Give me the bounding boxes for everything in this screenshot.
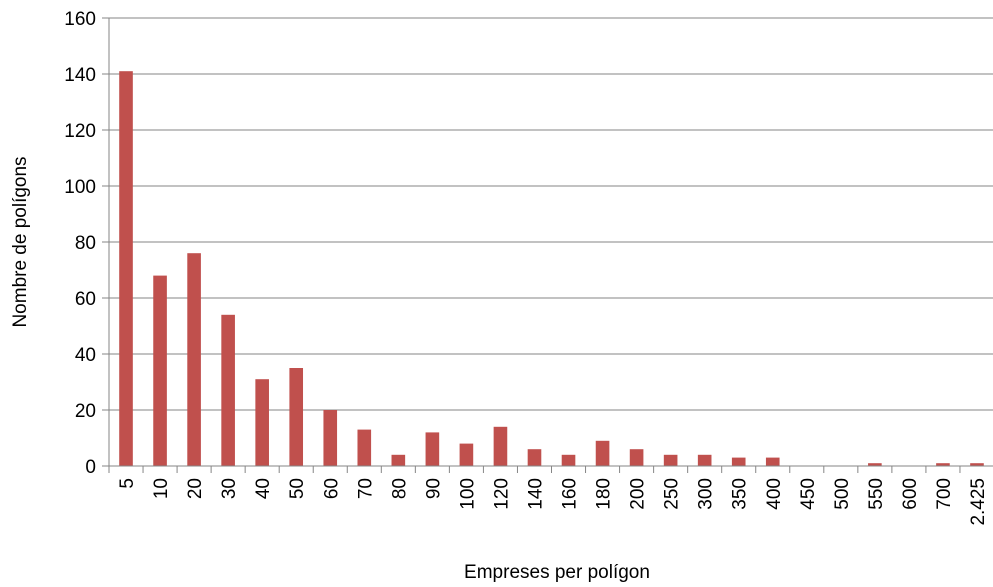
bars <box>119 71 984 466</box>
bar <box>289 368 304 466</box>
x-tick-label: 20 <box>185 478 206 499</box>
x-tick-label: 50 <box>287 478 308 499</box>
bar <box>527 449 542 466</box>
x-tick-label: 600 <box>900 478 921 510</box>
x-tick-label: 70 <box>355 478 376 499</box>
y-tick-label: 0 <box>85 457 96 478</box>
y-tick-label: 20 <box>75 401 96 422</box>
x-tick-label: 80 <box>389 478 410 499</box>
bar <box>561 454 576 466</box>
bar <box>119 71 133 466</box>
x-tick-label: 30 <box>219 478 240 499</box>
y-tick-label: 60 <box>75 289 96 310</box>
x-tick-label: 200 <box>628 478 649 510</box>
x-tick-label: 700 <box>934 478 955 510</box>
y-tick-labels: 0 20 40 60 80 100 120 140 160 <box>64 9 96 478</box>
bar <box>391 454 406 466</box>
x-tick-label: 500 <box>832 478 853 510</box>
x-tick-label: 60 <box>321 478 342 499</box>
bar <box>459 443 474 466</box>
bar <box>868 463 882 466</box>
bar <box>493 426 508 466</box>
x-tick-label: 180 <box>594 478 615 510</box>
x-tick-labels: 5 10 20 30 40 50 60 70 80 90 100 120 140 160 180 200 250… <box>117 478 989 526</box>
y-tick-label: 120 <box>64 121 96 142</box>
bar <box>629 449 644 466</box>
x-tick-label: 2.425 <box>968 478 989 526</box>
x-axis-label: Empreses per polígon <box>464 562 650 583</box>
x-tick-label: 90 <box>423 478 444 499</box>
bar <box>765 457 780 466</box>
bar <box>255 379 269 466</box>
bar <box>663 454 678 466</box>
bar <box>187 253 201 466</box>
bar <box>936 463 950 466</box>
x-tick-label: 5 <box>117 478 138 489</box>
y-tick-label: 40 <box>75 345 96 366</box>
bar <box>595 440 610 466</box>
x-tick-label: 40 <box>253 478 274 499</box>
x-tick-label: 450 <box>798 478 819 510</box>
x-tick-label: 300 <box>696 478 717 510</box>
bar <box>357 429 372 466</box>
bar <box>323 410 338 466</box>
x-tick-label: 160 <box>560 478 581 510</box>
x-tick-label: 100 <box>457 478 478 510</box>
bar <box>221 314 235 466</box>
y-axis-label: Nombre de polígons <box>10 156 31 327</box>
y-tick-label: 80 <box>75 233 96 254</box>
x-tick-label: 350 <box>730 478 751 510</box>
x-tick-label: 120 <box>491 478 512 510</box>
bar <box>697 454 712 466</box>
y-tick-label: 100 <box>64 177 96 198</box>
x-tick-label: 400 <box>764 478 785 510</box>
bar <box>425 432 440 466</box>
bar <box>970 463 984 466</box>
x-tick-label: 140 <box>525 478 546 510</box>
y-tick-label: 140 <box>64 65 96 86</box>
axes <box>102 17 993 473</box>
x-tick-label: 250 <box>662 478 683 510</box>
y-tick-label: 160 <box>64 9 96 30</box>
x-tick-label: 550 <box>866 478 887 510</box>
x-tick-label: 10 <box>151 478 172 499</box>
bar <box>153 275 167 466</box>
gridlines <box>109 17 993 411</box>
bar <box>731 457 746 466</box>
